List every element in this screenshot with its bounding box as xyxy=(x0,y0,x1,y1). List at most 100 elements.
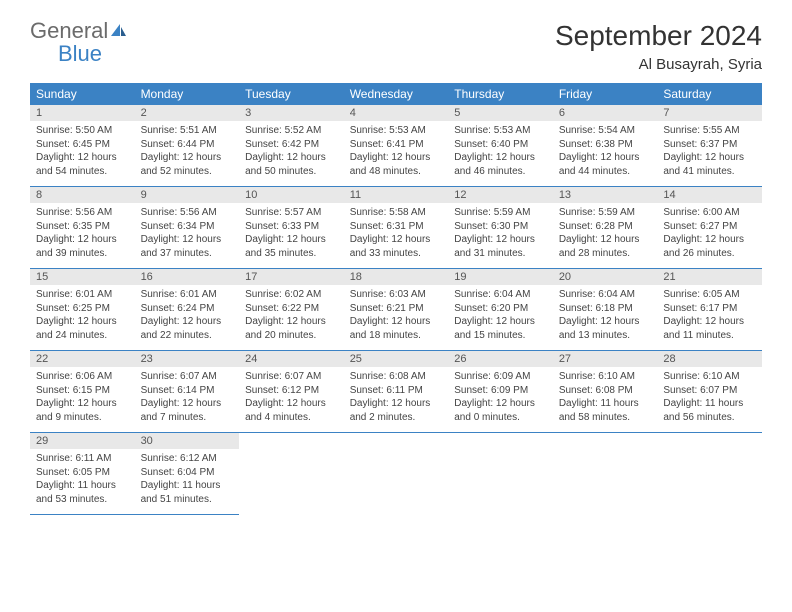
logo-text-blue: Blue xyxy=(30,41,102,66)
day-content: Sunrise: 5:54 AMSunset: 6:38 PMDaylight:… xyxy=(553,121,658,186)
day-number: 14 xyxy=(657,187,762,203)
day-content-cell: Sunrise: 6:04 AMSunset: 6:20 PMDaylight:… xyxy=(448,285,553,351)
day-content-cell: Sunrise: 6:10 AMSunset: 6:08 PMDaylight:… xyxy=(553,367,658,433)
calendar-week-number-row: 1234567 xyxy=(30,105,762,121)
day-content-cell: Sunrise: 5:54 AMSunset: 6:38 PMDaylight:… xyxy=(553,121,658,187)
day-content: Sunrise: 6:02 AMSunset: 6:22 PMDaylight:… xyxy=(239,285,344,350)
day-number-cell: 15 xyxy=(30,269,135,286)
day-content: Sunrise: 6:05 AMSunset: 6:17 PMDaylight:… xyxy=(657,285,762,350)
day-content-cell: Sunrise: 6:06 AMSunset: 6:15 PMDaylight:… xyxy=(30,367,135,433)
day-number-cell: 10 xyxy=(239,187,344,204)
day-content-cell: Sunrise: 6:05 AMSunset: 6:17 PMDaylight:… xyxy=(657,285,762,351)
title-block: September 2024 Al Busayrah, Syria xyxy=(555,20,762,73)
day-content: Sunrise: 5:56 AMSunset: 6:34 PMDaylight:… xyxy=(135,203,240,268)
day-number-cell: 17 xyxy=(239,269,344,286)
day-content: Sunrise: 6:07 AMSunset: 6:12 PMDaylight:… xyxy=(239,367,344,432)
day-number: 22 xyxy=(30,351,135,367)
logo: General Blue xyxy=(30,20,128,66)
day-content-cell: Sunrise: 6:11 AMSunset: 6:05 PMDaylight:… xyxy=(30,449,135,515)
day-number-cell: 14 xyxy=(657,187,762,204)
day-number-cell xyxy=(657,433,762,450)
day-number: 16 xyxy=(135,269,240,285)
month-title: September 2024 xyxy=(555,20,762,52)
day-content-cell: Sunrise: 6:10 AMSunset: 6:07 PMDaylight:… xyxy=(657,367,762,433)
day-content-cell: Sunrise: 5:51 AMSunset: 6:44 PMDaylight:… xyxy=(135,121,240,187)
day-number-cell: 12 xyxy=(448,187,553,204)
logo-sail-icon xyxy=(110,22,128,43)
day-content: Sunrise: 6:03 AMSunset: 6:21 PMDaylight:… xyxy=(344,285,449,350)
day-number-cell: 6 xyxy=(553,105,658,121)
day-number-cell: 7 xyxy=(657,105,762,121)
day-content: Sunrise: 5:57 AMSunset: 6:33 PMDaylight:… xyxy=(239,203,344,268)
day-number: 25 xyxy=(344,351,449,367)
day-content-cell: Sunrise: 6:03 AMSunset: 6:21 PMDaylight:… xyxy=(344,285,449,351)
calendar-week-content-row: Sunrise: 5:56 AMSunset: 6:35 PMDaylight:… xyxy=(30,203,762,269)
day-number-cell: 21 xyxy=(657,269,762,286)
day-content-cell: Sunrise: 5:59 AMSunset: 6:30 PMDaylight:… xyxy=(448,203,553,269)
day-number-cell: 4 xyxy=(344,105,449,121)
day-content-cell xyxy=(344,449,449,515)
day-number-cell: 13 xyxy=(553,187,658,204)
day-number-cell xyxy=(344,433,449,450)
day-content-cell: Sunrise: 5:56 AMSunset: 6:35 PMDaylight:… xyxy=(30,203,135,269)
day-content-cell: Sunrise: 6:07 AMSunset: 6:12 PMDaylight:… xyxy=(239,367,344,433)
day-content: Sunrise: 6:01 AMSunset: 6:24 PMDaylight:… xyxy=(135,285,240,350)
day-content: Sunrise: 5:53 AMSunset: 6:41 PMDaylight:… xyxy=(344,121,449,186)
day-number: 21 xyxy=(657,269,762,285)
day-number-cell: 23 xyxy=(135,351,240,368)
weekday-header: Sunday xyxy=(30,83,135,105)
day-content: Sunrise: 6:10 AMSunset: 6:08 PMDaylight:… xyxy=(553,367,658,432)
day-number: 20 xyxy=(553,269,658,285)
day-number-cell: 1 xyxy=(30,105,135,121)
calendar-week-number-row: 15161718192021 xyxy=(30,269,762,286)
header: General Blue September 2024 Al Busayrah,… xyxy=(30,20,762,73)
weekday-header: Saturday xyxy=(657,83,762,105)
day-content: Sunrise: 5:59 AMSunset: 6:28 PMDaylight:… xyxy=(553,203,658,268)
day-content: Sunrise: 5:53 AMSunset: 6:40 PMDaylight:… xyxy=(448,121,553,186)
day-content: Sunrise: 6:09 AMSunset: 6:09 PMDaylight:… xyxy=(448,367,553,432)
day-content-cell: Sunrise: 6:00 AMSunset: 6:27 PMDaylight:… xyxy=(657,203,762,269)
day-content: Sunrise: 6:11 AMSunset: 6:05 PMDaylight:… xyxy=(30,449,135,514)
day-number-cell: 22 xyxy=(30,351,135,368)
day-number: 30 xyxy=(135,433,240,449)
day-content: Sunrise: 6:12 AMSunset: 6:04 PMDaylight:… xyxy=(135,449,240,514)
weekday-header: Thursday xyxy=(448,83,553,105)
day-content-cell xyxy=(239,449,344,515)
day-number: 11 xyxy=(344,187,449,203)
day-content-cell: Sunrise: 5:50 AMSunset: 6:45 PMDaylight:… xyxy=(30,121,135,187)
day-number-cell: 5 xyxy=(448,105,553,121)
day-number: 10 xyxy=(239,187,344,203)
day-number: 13 xyxy=(553,187,658,203)
day-content: Sunrise: 6:04 AMSunset: 6:18 PMDaylight:… xyxy=(553,285,658,350)
day-number-cell: 11 xyxy=(344,187,449,204)
day-number: 2 xyxy=(135,105,240,121)
weekday-header: Tuesday xyxy=(239,83,344,105)
day-content-cell: Sunrise: 5:53 AMSunset: 6:40 PMDaylight:… xyxy=(448,121,553,187)
day-number: 7 xyxy=(657,105,762,121)
calendar-week-number-row: 891011121314 xyxy=(30,187,762,204)
location: Al Busayrah, Syria xyxy=(555,56,762,73)
weekday-header-row: SundayMondayTuesdayWednesdayThursdayFrid… xyxy=(30,83,762,105)
calendar-week-content-row: Sunrise: 6:06 AMSunset: 6:15 PMDaylight:… xyxy=(30,367,762,433)
calendar-week-content-row: Sunrise: 5:50 AMSunset: 6:45 PMDaylight:… xyxy=(30,121,762,187)
day-number-cell: 2 xyxy=(135,105,240,121)
day-number-cell: 8 xyxy=(30,187,135,204)
day-content: Sunrise: 5:55 AMSunset: 6:37 PMDaylight:… xyxy=(657,121,762,186)
day-number-cell xyxy=(239,433,344,450)
day-content-cell: Sunrise: 6:07 AMSunset: 6:14 PMDaylight:… xyxy=(135,367,240,433)
day-content: Sunrise: 5:58 AMSunset: 6:31 PMDaylight:… xyxy=(344,203,449,268)
day-number-cell xyxy=(553,433,658,450)
day-content-cell: Sunrise: 6:08 AMSunset: 6:11 PMDaylight:… xyxy=(344,367,449,433)
day-number-cell: 20 xyxy=(553,269,658,286)
day-number: 18 xyxy=(344,269,449,285)
day-number-cell: 30 xyxy=(135,433,240,450)
day-content-cell: Sunrise: 5:56 AMSunset: 6:34 PMDaylight:… xyxy=(135,203,240,269)
day-content: Sunrise: 6:00 AMSunset: 6:27 PMDaylight:… xyxy=(657,203,762,268)
day-content: Sunrise: 6:07 AMSunset: 6:14 PMDaylight:… xyxy=(135,367,240,432)
calendar-week-content-row: Sunrise: 6:01 AMSunset: 6:25 PMDaylight:… xyxy=(30,285,762,351)
calendar-week-number-row: 22232425262728 xyxy=(30,351,762,368)
logo-text-general: General xyxy=(30,18,108,43)
day-content-cell xyxy=(657,449,762,515)
day-content-cell: Sunrise: 5:58 AMSunset: 6:31 PMDaylight:… xyxy=(344,203,449,269)
calendar-week-number-row: 2930 xyxy=(30,433,762,450)
